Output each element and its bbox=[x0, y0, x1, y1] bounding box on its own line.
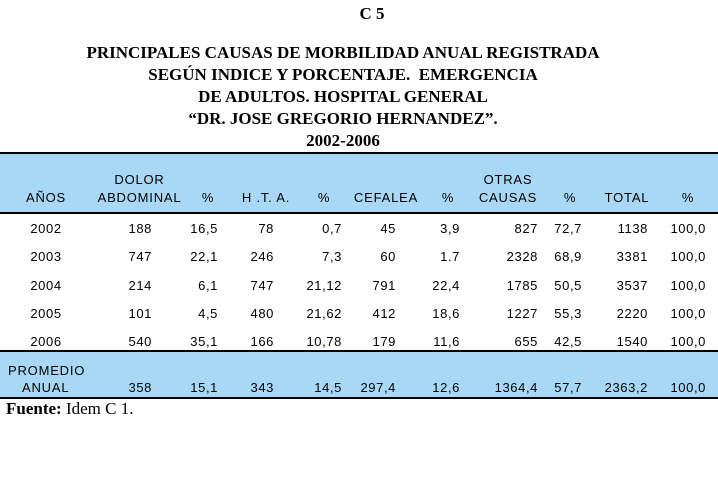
table-cell: 100,0 bbox=[670, 334, 706, 349]
average-cell: 343 bbox=[250, 380, 274, 395]
table-cell: 2328 bbox=[506, 249, 538, 264]
table-cell: 1.7 bbox=[440, 249, 460, 264]
table-cell: 246 bbox=[250, 249, 274, 264]
header-band bbox=[0, 152, 718, 214]
table-cell: 10,78 bbox=[306, 334, 342, 349]
table-cell: 1138 bbox=[617, 221, 648, 236]
table-cell: 72,7 bbox=[554, 221, 582, 236]
table-cell: 188 bbox=[128, 221, 152, 236]
header-anos: AÑOS bbox=[25, 190, 67, 205]
header-hta: H .T. A. bbox=[241, 190, 291, 205]
average-cell: 12,6 bbox=[432, 380, 460, 395]
table-cell: 2220 bbox=[616, 306, 648, 321]
table-cell: 60 bbox=[380, 249, 396, 264]
header-pct-cefalea: % bbox=[441, 190, 455, 205]
table-cell: 50,5 bbox=[554, 278, 582, 293]
table-cell: 101 bbox=[128, 306, 152, 321]
header-otras-line1: OTRAS bbox=[483, 172, 533, 187]
title-line: DE ADULTOS. HOSPITAL GENERAL bbox=[198, 87, 488, 106]
average-cell: 100,0 bbox=[670, 380, 706, 395]
average-band bbox=[0, 350, 718, 399]
table-cell: 827 bbox=[514, 221, 538, 236]
table-cell: 6,1 bbox=[198, 278, 218, 293]
table-cell: 68,9 bbox=[554, 249, 582, 264]
table-cell: 78 bbox=[258, 221, 274, 236]
title-line: SEGÚN INDICE Y PORCENTAJE. EMERGENCIA bbox=[148, 65, 538, 84]
table-cell: 35,1 bbox=[190, 334, 218, 349]
average-cell: 297,4 bbox=[360, 380, 396, 395]
table-cell: 22,1 bbox=[190, 249, 218, 264]
table-cell: 11,6 bbox=[433, 334, 460, 349]
table-cell: 791 bbox=[372, 278, 396, 293]
average-cell: 57,7 bbox=[554, 380, 582, 395]
table-cell: 747 bbox=[128, 249, 152, 264]
header-cefalea: CEFALEA bbox=[353, 190, 419, 205]
table-cell: 214 bbox=[128, 278, 152, 293]
table-cell: 16,5 bbox=[190, 221, 218, 236]
average-label-line2: ANUAL bbox=[22, 380, 70, 395]
table-cell: 18,6 bbox=[432, 306, 460, 321]
average-cell: 15,1 bbox=[190, 380, 218, 395]
table-code: C 5 bbox=[359, 4, 385, 23]
table-cell: 100,0 bbox=[670, 221, 706, 236]
average-cell: 1364,4 bbox=[494, 380, 538, 395]
row-year: 2003 bbox=[30, 249, 62, 264]
table-cell: 100,0 bbox=[670, 249, 706, 264]
row-year: 2005 bbox=[30, 306, 62, 321]
row-year: 2002 bbox=[30, 221, 62, 236]
title-line: PRINCIPALES CAUSAS DE MORBILIDAD ANUAL R… bbox=[86, 43, 600, 62]
table-cell: 55,3 bbox=[554, 306, 582, 321]
table-cell: 747 bbox=[250, 278, 274, 293]
table-cell: 1540 bbox=[616, 334, 648, 349]
source-label: Fuente: bbox=[6, 399, 62, 418]
table-cell: 166 bbox=[250, 334, 274, 349]
table-cell: 655 bbox=[514, 334, 538, 349]
source-text: Idem C 1. bbox=[61, 399, 134, 418]
title-line: “DR. JOSE GREGORIO HERNANDEZ”. bbox=[188, 109, 498, 128]
table-cell: 3537 bbox=[616, 278, 648, 293]
header-dolor-line1: DOLOR bbox=[114, 172, 165, 187]
average-cell: 2363,2 bbox=[604, 380, 648, 395]
table-title: PRINCIPALES CAUSAS DE MORBILIDAD ANUAL R… bbox=[0, 42, 686, 152]
table-cell: 540 bbox=[128, 334, 152, 349]
header-otras-line2: CAUSAS bbox=[478, 190, 538, 205]
header-pct-total: % bbox=[681, 190, 695, 205]
table-cell: 4,5 bbox=[198, 306, 218, 321]
table-cell: 3,9 bbox=[440, 221, 460, 236]
table-cell: 22,4 bbox=[432, 278, 460, 293]
title-line: 2002-2006 bbox=[306, 131, 380, 150]
table-cell: 100,0 bbox=[670, 306, 706, 321]
table-cell: 1227 bbox=[506, 306, 538, 321]
table-cell: 0,7 bbox=[322, 221, 342, 236]
row-year: 2004 bbox=[30, 278, 62, 293]
table-cell: 21,62 bbox=[306, 306, 342, 321]
header-pct-otras: % bbox=[563, 190, 577, 205]
table-cell: 7,3 bbox=[322, 249, 342, 264]
average-label-line1: PROMEDIO bbox=[8, 363, 86, 378]
average-cell: 14,5 bbox=[314, 380, 342, 395]
table-cell: 1785 bbox=[506, 278, 538, 293]
table-cell: 45 bbox=[380, 221, 396, 236]
table-cell: 179 bbox=[372, 334, 396, 349]
header-pct-hta: % bbox=[317, 190, 331, 205]
table-cell: 21,12 bbox=[306, 278, 342, 293]
table-cell: 412 bbox=[372, 306, 396, 321]
average-cell: 358 bbox=[128, 380, 152, 395]
header-total: TOTAL bbox=[604, 190, 650, 205]
table-cell: 480 bbox=[250, 306, 274, 321]
table-cell: 100,0 bbox=[670, 278, 706, 293]
table-cell: 3381 bbox=[616, 249, 648, 264]
row-year: 2006 bbox=[30, 334, 62, 349]
table-cell: 42,5 bbox=[554, 334, 582, 349]
source-note: Fuente: Idem C 1. bbox=[6, 399, 134, 419]
header-pct-dolor: % bbox=[201, 190, 215, 205]
header-dolor-line2: ABDOMINAL bbox=[97, 190, 182, 205]
